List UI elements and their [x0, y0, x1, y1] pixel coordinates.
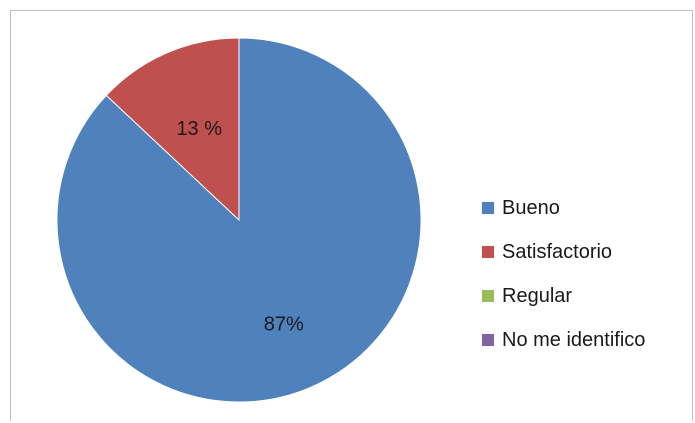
legend-item-satisfactorio: Satisfactorio — [482, 240, 692, 264]
legend-label: Satisfactorio — [502, 241, 613, 263]
legend-swatch — [482, 290, 494, 302]
pie-slices — [56, 37, 422, 403]
data-label-bueno: 87% — [264, 314, 304, 336]
legend-item-no-me-identifico: No me identifico — [482, 328, 692, 352]
legend-label: Regular — [502, 285, 573, 307]
legend-item-bueno: Bueno — [482, 196, 692, 220]
pie-slice-satisfactorio — [105, 37, 240, 222]
legend-label: No me identifico — [502, 329, 646, 351]
legend: Bueno Satisfactorio Regular No me identific… — [482, 196, 692, 372]
legend-swatch — [482, 202, 494, 214]
legend-swatch — [482, 334, 494, 346]
pie-data-labels: 87% 13 % — [176, 118, 304, 335]
legend-label: Bueno — [502, 197, 560, 219]
legend-item-regular: Regular — [482, 284, 692, 308]
legend-swatch — [482, 246, 494, 258]
data-label-satisfactorio: 13 % — [176, 118, 222, 140]
